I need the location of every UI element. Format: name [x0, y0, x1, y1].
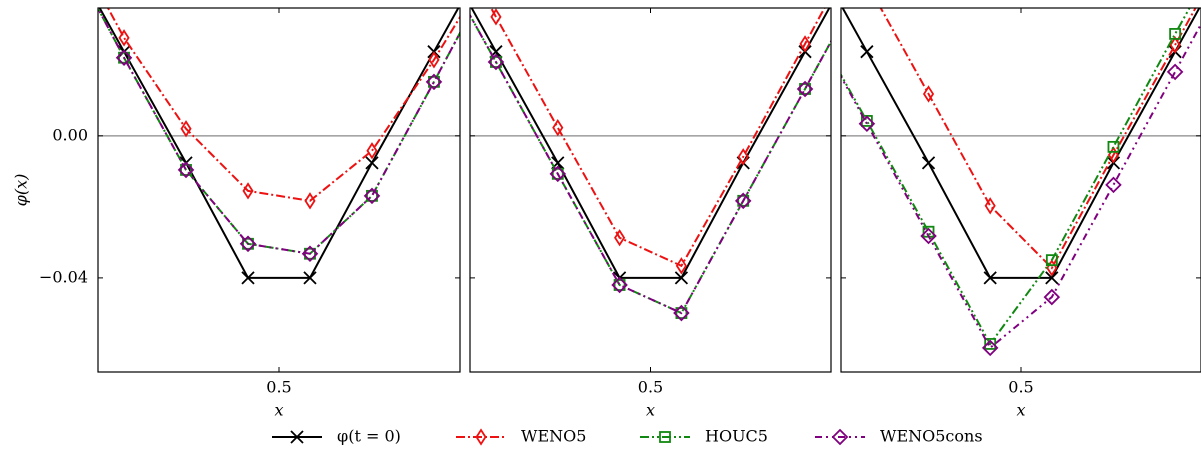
marker	[1045, 254, 1058, 267]
marker	[552, 119, 564, 137]
marker	[1169, 36, 1181, 54]
marker	[118, 51, 130, 64]
x-axis-label: x	[646, 401, 655, 420]
marker	[180, 120, 192, 138]
x-tick-label: 0.5	[638, 378, 663, 397]
legend-label: WENO5	[521, 427, 586, 446]
series-line	[98, 8, 460, 255]
axes-frame	[469, 7, 832, 373]
marker	[428, 75, 440, 88]
marker	[490, 56, 502, 68]
marker	[920, 227, 937, 245]
marker	[799, 83, 811, 95]
marker	[366, 142, 378, 160]
y-tick-label: 0.00	[52, 125, 88, 144]
marker	[301, 245, 319, 263]
marker	[1105, 176, 1122, 194]
marker	[984, 197, 996, 215]
marker	[614, 229, 626, 247]
marker	[425, 73, 443, 91]
marker	[551, 167, 564, 180]
marker	[487, 53, 505, 71]
axes-frame	[97, 7, 461, 373]
axes-frame	[840, 7, 1201, 373]
marker	[242, 182, 254, 200]
marker	[796, 80, 814, 98]
series-line	[841, 22, 1201, 350]
marker	[921, 156, 936, 170]
legend-marker	[290, 430, 304, 444]
marker	[858, 115, 876, 133]
marker	[428, 51, 440, 69]
x-axis-label: x	[1016, 401, 1025, 420]
marker	[673, 304, 690, 322]
marker	[239, 235, 257, 253]
marker	[1045, 271, 1059, 285]
series-line	[879, 8, 1197, 270]
x-tick-label: 0.5	[1008, 378, 1033, 397]
marker	[180, 164, 192, 176]
legend-marker	[831, 428, 849, 446]
series-line	[98, 8, 460, 255]
marker	[737, 194, 750, 207]
legend-marker	[659, 431, 671, 443]
plot-area	[470, 8, 831, 322]
series-line	[489, 8, 826, 268]
series-line	[98, 8, 460, 279]
legend-label: WENO5cons	[880, 427, 983, 446]
marker	[303, 271, 317, 285]
x-tick-label: 0.5	[266, 378, 291, 397]
marker	[674, 271, 689, 285]
marker	[1169, 28, 1182, 40]
legend-label: φ(t = 0)	[337, 427, 401, 446]
y-tick-label: −0.04	[39, 267, 88, 286]
marker	[798, 5, 812, 19]
marker	[115, 49, 133, 66]
marker	[365, 156, 379, 170]
marker	[1166, 63, 1184, 81]
marker	[613, 279, 626, 291]
marker	[675, 307, 688, 319]
marker	[860, 45, 874, 59]
legend-label: HOUC5	[705, 427, 768, 446]
marker	[366, 189, 378, 202]
plot-area	[98, 8, 460, 285]
marker	[118, 29, 130, 47]
series-line	[106, 8, 460, 202]
marker	[177, 161, 195, 179]
marker	[363, 187, 381, 205]
marker	[241, 271, 255, 285]
marker	[675, 257, 687, 275]
marker	[799, 35, 811, 53]
series-line	[841, 8, 1191, 346]
series-line	[470, 13, 831, 315]
marker	[922, 85, 935, 103]
marker	[981, 339, 999, 357]
y-axis-label: φ(x)	[12, 174, 31, 207]
marker	[304, 192, 316, 210]
marker	[490, 8, 502, 26]
marker	[734, 192, 752, 210]
marker	[737, 148, 749, 166]
series-line	[470, 8, 831, 279]
legend-marker	[475, 428, 487, 446]
marker	[611, 276, 628, 294]
marker	[1043, 288, 1061, 306]
marker	[984, 338, 997, 350]
marker	[549, 165, 567, 183]
plot-area	[798, 5, 1201, 357]
series-line	[841, 8, 1201, 279]
marker	[983, 271, 997, 285]
x-axis-label: x	[274, 401, 283, 420]
marker	[1107, 140, 1120, 153]
